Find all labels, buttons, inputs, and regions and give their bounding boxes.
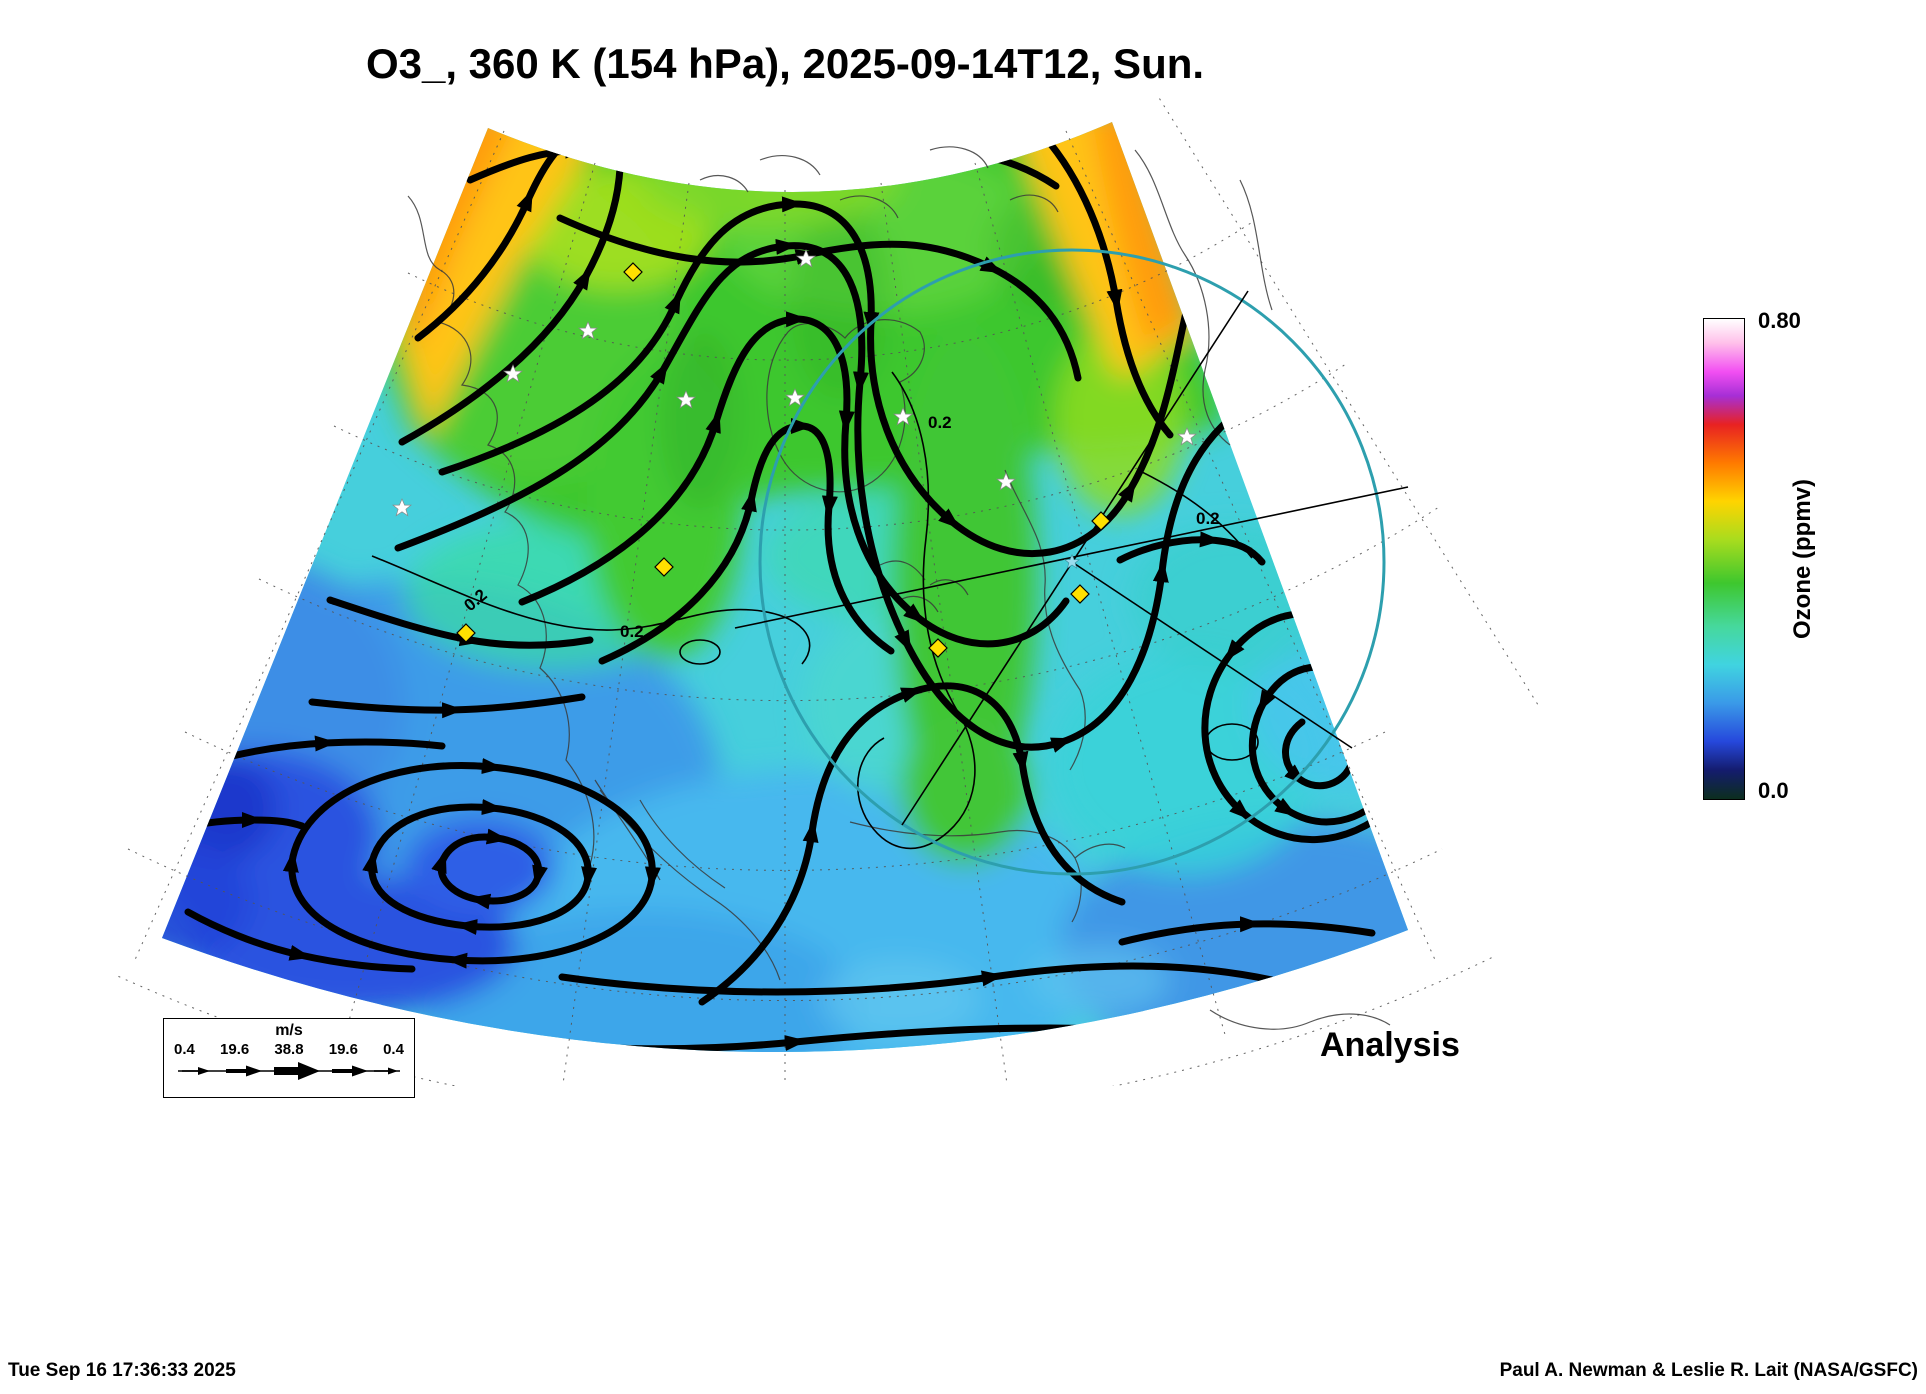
streamline [326, 596, 594, 649]
streamline [288, 765, 652, 960]
streamline [437, 837, 538, 901]
wind-scale-legend: m/s 0.4 19.6 38.8 19.6 0.4 [163, 1018, 415, 1098]
wind-scale-arrows-icon [178, 1062, 400, 1080]
streamline [184, 908, 416, 973]
streamline [204, 735, 446, 766]
streamline [1116, 531, 1266, 566]
cross-section-line [1071, 561, 1353, 749]
cross-section-line [901, 290, 1249, 826]
contour-label: 0.2 [1196, 509, 1220, 528]
colorbar-axis-label: Ozone (ppmv) [1789, 479, 1816, 639]
range-circle [758, 248, 1386, 876]
streamline [1248, 663, 1391, 826]
streamline [398, 164, 624, 446]
colorbar-min-tick: 0.0 [1758, 778, 1789, 803]
wind-units-label: m/s [275, 1022, 303, 1039]
generated-timestamp: Tue Sep 16 17:36:33 2025 [8, 1360, 236, 1381]
streamline [1118, 916, 1376, 946]
streamline [698, 682, 1126, 1006]
streamline [368, 807, 589, 927]
colorbar-max-tick: 0.80 [1758, 308, 1801, 333]
wind-speed-value: 0.4 [174, 1041, 195, 1058]
colorbar-gradient [1703, 318, 1745, 800]
contour-label: 0.2 [928, 413, 952, 432]
range-circle-overlay [734, 248, 1409, 876]
wind-speed-value: 38.8 [274, 1041, 304, 1058]
streamline [518, 311, 1070, 648]
wind-speed-values: 0.4 19.6 38.8 19.6 0.4 [164, 1041, 414, 1058]
streamline [558, 962, 1306, 996]
analysis-label: Analysis [1320, 1026, 1460, 1064]
wind-speed-value: 19.6 [220, 1041, 250, 1058]
contour-label: 0.2 [620, 622, 644, 641]
streamline [308, 693, 586, 719]
streamline [598, 417, 895, 665]
credit-line: Paul A. Newman & Leslie R. Lait (NASA/GS… [1499, 1360, 1918, 1381]
wind-speed-value: 0.4 [383, 1041, 404, 1058]
streamline [1040, 132, 1174, 439]
wind-speed-value: 19.6 [328, 1041, 358, 1058]
page-title: O3_, 360 K (154 hPa), 2025-09-14T12, Sun… [365, 40, 1205, 87]
